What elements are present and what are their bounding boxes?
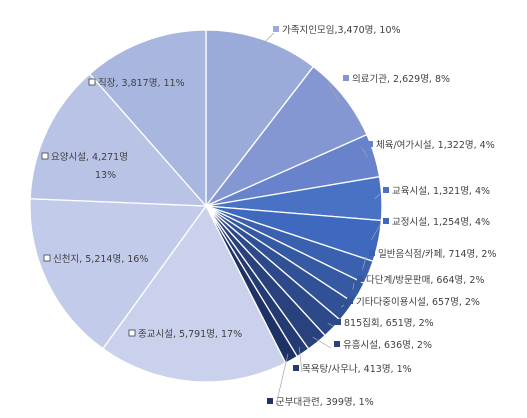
legend-marker xyxy=(41,152,49,160)
data-label: 교정시설, 1,254명, 4% xyxy=(392,217,490,228)
pie-slices xyxy=(29,29,383,383)
data-label: 체육/여가시설, 1,322명, 4% xyxy=(376,139,495,151)
legend-marker xyxy=(88,78,96,86)
legend-marker xyxy=(347,298,353,304)
legend-marker xyxy=(334,341,340,347)
data-label: 군부대관련, 399명, 1% xyxy=(276,397,374,408)
leader-line xyxy=(327,81,340,102)
data-label: 종교시설, 5,791명, 17% xyxy=(138,329,242,340)
data-label: 일반음식점/카페, 714명, 2% xyxy=(378,248,496,260)
data-label: 815집회, 651명, 2% xyxy=(344,317,434,329)
legend-marker xyxy=(367,141,373,147)
legend-marker xyxy=(43,254,51,262)
legend-marker xyxy=(335,319,341,325)
legend-marker xyxy=(293,365,299,371)
data-label: 직장, 3,817명, 11% xyxy=(98,78,185,89)
data-label: 신천지, 5,214명, 16% xyxy=(53,254,148,265)
leader-line xyxy=(298,346,303,373)
legend-marker xyxy=(343,75,349,81)
pie-slice xyxy=(88,29,207,208)
legend-marker xyxy=(267,398,273,404)
leader-line xyxy=(374,193,381,200)
data-label: 유흥시설, 636명, 2% xyxy=(343,339,432,351)
pie-slice xyxy=(29,198,208,350)
legend-marker xyxy=(369,250,375,256)
leader-line xyxy=(362,256,367,270)
leader-line xyxy=(327,322,334,327)
data-label: 기타다중이용시설, 657명, 2% xyxy=(356,297,480,308)
leader-line xyxy=(352,282,355,290)
data-label: 다단계/방문판매, 664명, 2% xyxy=(366,274,484,286)
data-labels: 가족지인모임,3,470명, 10% 의료기관, 2,629명, 8% 체육/여가시… xyxy=(41,24,496,408)
data-label: 가족지인모임,3,470명, 10% xyxy=(282,24,401,36)
legend-marker xyxy=(383,218,389,224)
leader-line xyxy=(341,304,345,308)
pie-slice xyxy=(205,29,315,208)
leader-line xyxy=(275,353,289,406)
leader-line xyxy=(312,336,332,349)
legend-marker xyxy=(357,276,363,282)
leader-line xyxy=(260,32,275,47)
data-label: 요양시설, 4,271명 xyxy=(51,152,128,163)
legend-marker xyxy=(128,329,136,337)
leader-lines xyxy=(260,32,381,406)
data-label: 교육시설, 1,321명, 4% xyxy=(392,186,490,197)
data-label: 의료기관, 2,629명, 8% xyxy=(352,74,450,85)
pie-slice xyxy=(101,204,287,383)
leader-line xyxy=(361,147,369,158)
legend-marker xyxy=(383,187,389,193)
data-label: 목욕탕/사우나, 413명, 1% xyxy=(302,364,412,375)
data-label-percent: 13% xyxy=(95,170,116,181)
leader-line xyxy=(371,224,381,240)
legend-marker xyxy=(273,26,279,32)
pie-slice xyxy=(29,72,208,207)
